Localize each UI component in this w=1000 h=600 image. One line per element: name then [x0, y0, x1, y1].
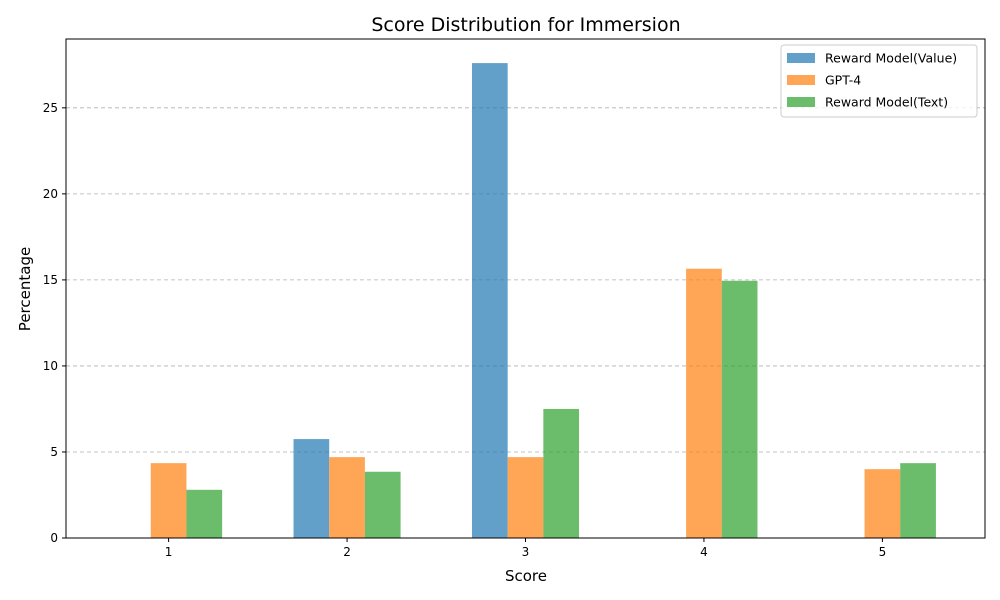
bar	[364, 471, 401, 538]
legend-box	[780, 44, 978, 118]
legend-label: Reward Model(Value)	[825, 51, 957, 66]
legend: Reward Model(Value) GPT-4 Reward Model(Tex…	[780, 44, 978, 118]
legend-swatch	[787, 53, 815, 63]
y-tick-label: 15	[43, 273, 58, 287]
y-tick-label: 0	[50, 531, 58, 545]
chart-title: Score Distribution for Immersion	[371, 14, 680, 36]
y-tick-label: 10	[43, 359, 58, 373]
bar	[507, 457, 544, 538]
bar	[471, 63, 508, 538]
x-tick-label: 2	[343, 545, 351, 559]
x-tick-label: 3	[522, 545, 530, 559]
x-tick-label: 1	[165, 545, 173, 559]
bar	[329, 457, 365, 538]
bar	[864, 469, 901, 538]
legend-label: Reward Model(Text)	[825, 95, 948, 110]
tick-labels: 1 2 3 4 5 0 5 10 15 20 25	[43, 101, 886, 559]
bar	[721, 280, 758, 538]
x-tick-label: 5	[879, 545, 887, 559]
bar	[686, 268, 722, 538]
grid-lines	[66, 107, 985, 453]
y-tick-label: 20	[43, 187, 58, 201]
bars	[150, 63, 936, 538]
x-tick-label: 4	[700, 545, 708, 559]
bar	[293, 439, 330, 538]
bar	[150, 463, 187, 538]
x-axis-title: Score	[505, 567, 547, 585]
bar	[543, 408, 580, 538]
bar	[186, 489, 223, 538]
y-tick-label: 5	[50, 445, 58, 459]
bar	[900, 463, 936, 538]
legend-swatch	[787, 97, 815, 107]
legend-swatch	[787, 75, 815, 85]
y-axis-title: Percentage	[16, 247, 34, 331]
y-tick-label: 25	[43, 101, 58, 115]
legend-label: GPT-4	[825, 73, 861, 88]
